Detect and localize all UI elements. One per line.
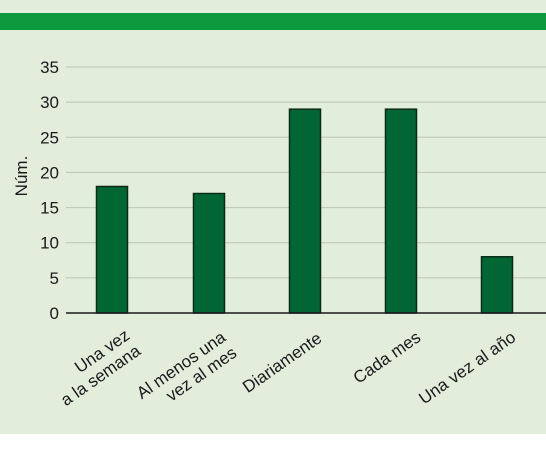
- bar: [384, 108, 418, 314]
- y-tick-label: 15: [40, 199, 59, 218]
- chart-panel: [0, 0, 546, 434]
- y-tick-labels: 0 5 10 15 20 25 30 35: [40, 58, 59, 323]
- y-tick-label: 30: [40, 93, 59, 112]
- y-tick-label: 35: [40, 58, 59, 77]
- y-tick-label: 25: [40, 128, 59, 147]
- bar: [95, 185, 129, 314]
- bars: [95, 108, 514, 314]
- y-tick-label: 20: [40, 163, 59, 182]
- y-tick-label: 0: [50, 304, 59, 323]
- header-bar: [0, 13, 546, 30]
- y-tick-label: 10: [40, 234, 59, 253]
- y-tick-label: 5: [50, 269, 59, 288]
- bar: [480, 256, 514, 314]
- y-axis-label: Núm.: [12, 156, 31, 197]
- bar: [288, 108, 322, 314]
- bar: [192, 192, 226, 314]
